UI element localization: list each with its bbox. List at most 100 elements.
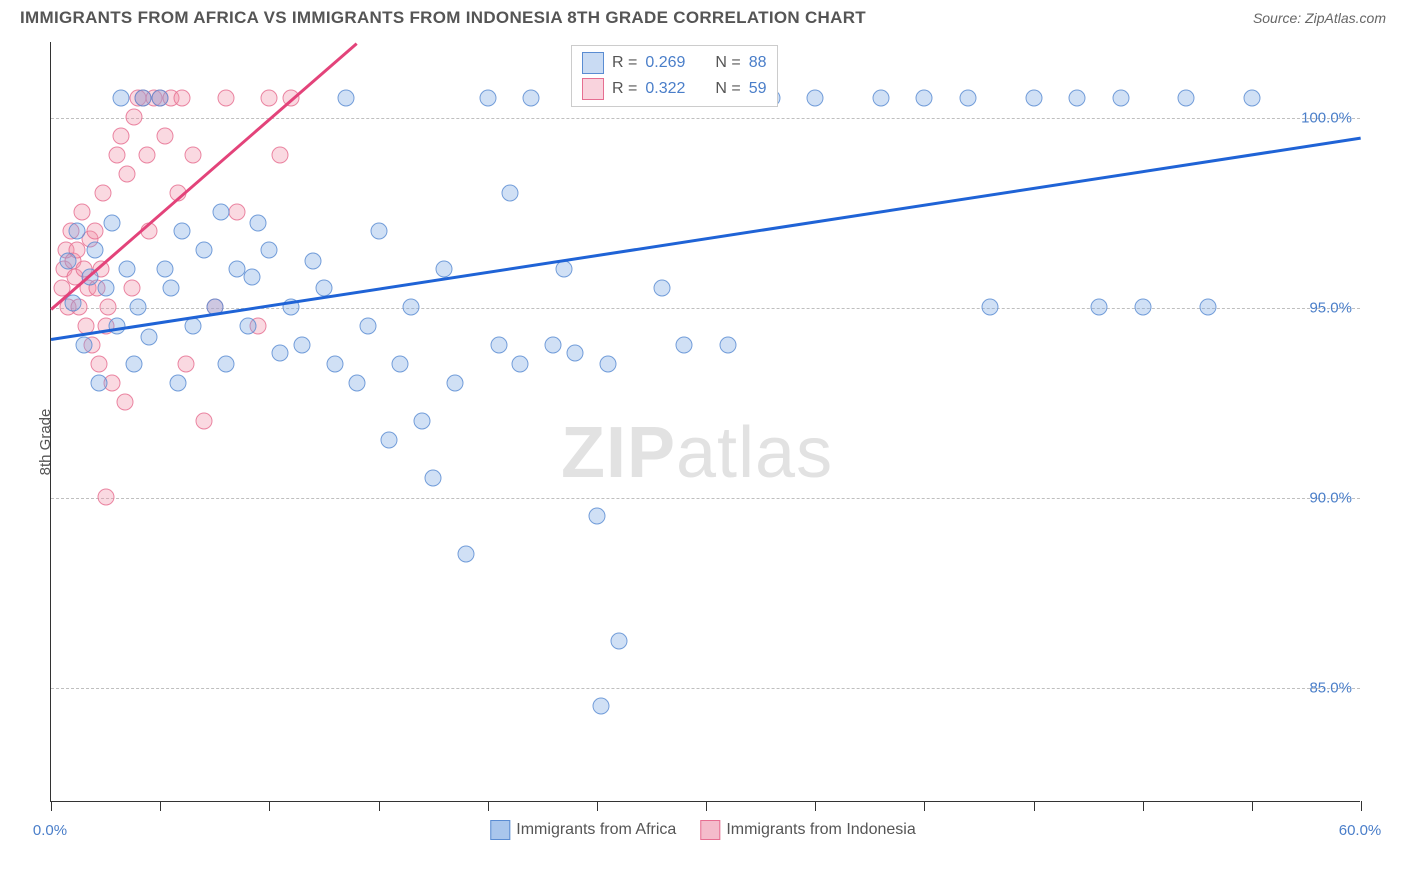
x-tick (597, 801, 598, 811)
scatter-point (654, 280, 671, 297)
x-tick (924, 801, 925, 811)
scatter-point (305, 253, 322, 270)
scatter-point (119, 261, 136, 278)
x-tick (706, 801, 707, 811)
scatter-point (152, 90, 169, 107)
scatter-point (86, 242, 103, 259)
x-tick (269, 801, 270, 811)
watermark-light: atlas (676, 413, 833, 493)
scatter-point (104, 215, 121, 232)
x-tick (488, 801, 489, 811)
scatter-point (228, 204, 245, 221)
bottom-legend: Immigrants from Africa Immigrants from In… (490, 820, 915, 840)
gridline (51, 688, 1360, 689)
scatter-point (512, 356, 529, 373)
scatter-point (95, 185, 112, 202)
correlation-legend-row: R =0.269N =88 (582, 50, 767, 76)
scatter-point (123, 280, 140, 297)
scatter-point (916, 90, 933, 107)
scatter-point (169, 375, 186, 392)
scatter-point (1178, 90, 1195, 107)
scatter-point (60, 253, 77, 270)
scatter-point (272, 147, 289, 164)
scatter-point (1243, 90, 1260, 107)
scatter-point (1112, 90, 1129, 107)
scatter-point (178, 356, 195, 373)
n-value: 59 (749, 80, 767, 98)
y-tick-label: 90.0% (1309, 490, 1352, 507)
scatter-point (326, 356, 343, 373)
scatter-point (414, 413, 431, 430)
scatter-point (108, 147, 125, 164)
gridline (51, 118, 1360, 119)
scatter-point (125, 356, 142, 373)
scatter-point (117, 394, 134, 411)
scatter-point (1069, 90, 1086, 107)
scatter-point (261, 242, 278, 259)
scatter-point (599, 356, 616, 373)
scatter-point (156, 128, 173, 145)
scatter-point (392, 356, 409, 373)
scatter-point (593, 698, 610, 715)
scatter-point (425, 470, 442, 487)
chart-source: Source: ZipAtlas.com (1253, 10, 1386, 26)
scatter-point (523, 90, 540, 107)
scatter-point (239, 318, 256, 335)
scatter-point (139, 147, 156, 164)
scatter-point (556, 261, 573, 278)
x-tick (1143, 801, 1144, 811)
r-value: 0.322 (645, 80, 685, 98)
x-tick (1034, 801, 1035, 811)
scatter-point (112, 128, 129, 145)
scatter-point (213, 204, 230, 221)
scatter-point (676, 337, 693, 354)
x-tick (379, 801, 380, 811)
scatter-point (125, 109, 142, 126)
scatter-point (490, 337, 507, 354)
scatter-point (545, 337, 562, 354)
scatter-point (250, 215, 267, 232)
r-label: R = (612, 54, 637, 72)
y-tick-label: 95.0% (1309, 300, 1352, 317)
scatter-point (86, 223, 103, 240)
scatter-point (217, 90, 234, 107)
scatter-plot: ZIPatlas 85.0%90.0%95.0%100.0%R =0.269N … (50, 42, 1360, 802)
scatter-point (294, 337, 311, 354)
y-tick-label: 100.0% (1301, 110, 1352, 127)
legend-swatch (700, 820, 720, 840)
correlation-legend-row: R =0.322N =59 (582, 76, 767, 102)
chart-header: IMMIGRANTS FROM AFRICA VS IMMIGRANTS FRO… (0, 0, 1406, 32)
x-tick-label: 60.0% (1339, 822, 1382, 839)
scatter-point (99, 299, 116, 316)
scatter-point (719, 337, 736, 354)
scatter-point (156, 261, 173, 278)
x-tick (160, 801, 161, 811)
scatter-point (97, 280, 114, 297)
scatter-point (479, 90, 496, 107)
scatter-point (381, 432, 398, 449)
scatter-point (1091, 299, 1108, 316)
scatter-point (64, 295, 81, 312)
scatter-point (73, 204, 90, 221)
scatter-point (134, 90, 151, 107)
scatter-point (195, 242, 212, 259)
legend-label: Immigrants from Africa (516, 821, 676, 838)
scatter-point (403, 299, 420, 316)
gridline (51, 498, 1360, 499)
scatter-point (163, 280, 180, 297)
scatter-point (315, 280, 332, 297)
r-label: R = (612, 80, 637, 98)
scatter-point (457, 546, 474, 563)
watermark-bold: ZIP (561, 413, 676, 493)
x-tick (1252, 801, 1253, 811)
x-tick (1361, 801, 1362, 811)
x-tick (51, 801, 52, 811)
scatter-point (436, 261, 453, 278)
scatter-point (261, 90, 278, 107)
trend-line (51, 137, 1361, 341)
x-tick (815, 801, 816, 811)
legend-label: Immigrants from Indonesia (726, 821, 915, 838)
scatter-point (872, 90, 889, 107)
scatter-point (97, 489, 114, 506)
scatter-point (1134, 299, 1151, 316)
